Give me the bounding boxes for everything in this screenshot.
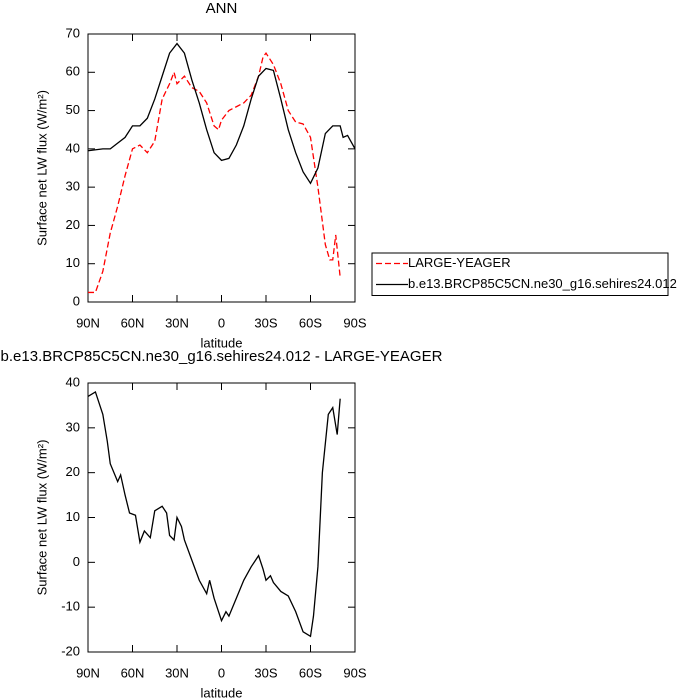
y-tick-label: 0: [73, 554, 80, 569]
x-axis-label: latitude: [201, 335, 243, 350]
legend-label: LARGE-YEAGER: [408, 255, 511, 270]
x-tick-label: 0: [218, 315, 225, 330]
x-tick-label: 60N: [121, 665, 145, 680]
x-tick-label: 60S: [299, 315, 322, 330]
y-tick-label: 10: [66, 509, 80, 524]
y-tick-label: -10: [61, 599, 80, 614]
y-tick-label: 40: [66, 140, 80, 155]
x-axis-label: latitude: [201, 685, 243, 700]
x-tick-label: 90N: [76, 665, 100, 680]
x-tick-label: 30S: [254, 315, 277, 330]
series-line: [88, 52, 341, 294]
y-tick-label: 30: [66, 419, 80, 434]
y-axis-label: Surface net LW flux (W/m²): [34, 440, 49, 596]
y-axis-label: Surface net LW flux (W/m²): [34, 90, 49, 246]
x-tick-label: 60N: [121, 315, 145, 330]
y-tick-label: 20: [66, 464, 80, 479]
x-tick-label: 90S: [343, 315, 366, 330]
y-tick-label: 50: [66, 102, 80, 117]
y-tick-label: 70: [66, 25, 80, 40]
x-tick-label: 30N: [165, 665, 189, 680]
plot-frame: [87, 33, 356, 303]
y-tick-label: 40: [66, 374, 80, 389]
plot-frame: [87, 382, 356, 653]
y-tick-label: 30: [66, 179, 80, 194]
x-tick-label: 90N: [76, 315, 100, 330]
series-line: [87, 390, 341, 638]
y-tick-label: -20: [61, 643, 80, 658]
x-tick-label: 60S: [299, 665, 322, 680]
x-tick-label: 30N: [165, 315, 189, 330]
y-tick-label: 60: [66, 64, 80, 79]
y-tick-label: 0: [73, 293, 80, 308]
y-tick-label: 10: [66, 255, 80, 270]
x-tick-label: 90S: [343, 665, 366, 680]
x-tick-label: 30S: [254, 665, 277, 680]
chart-title: b.e13.BRCP85C5CN.ne30_g16.sehires24.012 …: [1, 348, 443, 365]
y-tick-label: 20: [66, 217, 80, 232]
x-tick-label: 0: [218, 665, 225, 680]
series-line: [87, 42, 356, 185]
legend-label: b.e13.BRCP85C5CN.ne30_g16.sehires24.012: [408, 276, 677, 291]
legend-box: [371, 252, 669, 296]
chart-title: ANN: [206, 0, 238, 17]
